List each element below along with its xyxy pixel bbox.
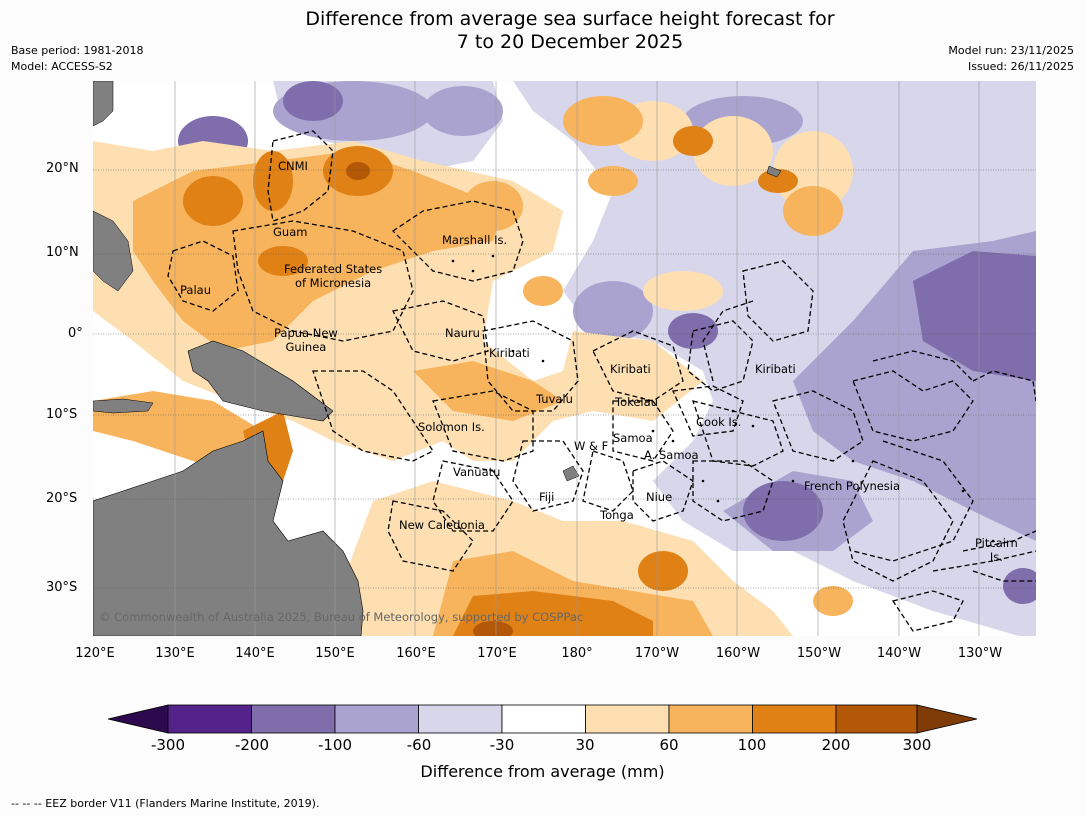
title-line-1: Difference from average sea surface heig… xyxy=(305,8,835,30)
graticule xyxy=(93,169,1036,589)
label-cook-is: Cook Is. xyxy=(696,415,742,429)
copyright-notice: © Commonwealth of Australia 2025, Bureau… xyxy=(99,610,584,624)
label-tokelau: Tokelau xyxy=(615,395,658,409)
model-run: Model run: 23/11/2025 xyxy=(948,44,1074,57)
lon-label-160w: 160°W xyxy=(715,646,761,661)
label-pitcairn-line2: Is. xyxy=(989,550,1003,564)
meta-left: Base period: 1981-2018 Model: ACCESS-S2 xyxy=(11,43,143,75)
lat-label-10s: 10°S xyxy=(46,407,78,422)
lat-label-10n: 10°N xyxy=(46,245,79,260)
lat-label-20s: 20°S xyxy=(46,491,78,506)
colorbar-tick: -30 xyxy=(489,736,515,754)
label-fsm-line1: Federated States xyxy=(284,262,383,276)
colorbar-tick: 200 xyxy=(821,736,851,754)
land-new-guinea xyxy=(187,340,334,422)
colorbar-extend-high xyxy=(916,704,978,734)
eez-footnote: -- -- -- EEZ border V11 (Flanders Marine… xyxy=(11,797,320,810)
lon-label-180: 180° xyxy=(561,646,593,661)
base-period: Base period: 1981-2018 xyxy=(11,44,144,57)
land-asia xyxy=(93,81,114,127)
colorbar-tick: 100 xyxy=(737,736,767,754)
lon-label-170w: 170°W xyxy=(634,646,680,661)
label-fiji: Fiji xyxy=(539,490,555,504)
colorbar-tick: -60 xyxy=(406,736,432,754)
label-french-polynesia: French Polynesia xyxy=(804,479,901,493)
label-nauru: Nauru xyxy=(445,326,480,340)
label-png-line1: Papua New xyxy=(274,326,338,340)
colorbar-label: Difference from average (mm) xyxy=(420,762,665,781)
lon-label-160e: 160°E xyxy=(396,646,436,661)
land-fiji xyxy=(562,465,580,482)
label-cnmi: CNMI xyxy=(278,159,308,173)
label-png: Papua New Guinea xyxy=(274,326,338,354)
colorbar xyxy=(108,704,978,734)
issued-date: Issued: 26/11/2025 xyxy=(967,60,1074,73)
label-guam: Guam xyxy=(273,225,308,239)
label-marshall-is: Marshall Is. xyxy=(442,233,508,247)
colorbar-tick: 30 xyxy=(575,736,595,754)
label-niue: Niue xyxy=(646,490,673,504)
land-hawaii xyxy=(766,165,782,178)
colorbar-segment-7 xyxy=(668,704,753,734)
land-philippines xyxy=(93,210,134,292)
label-solomon-is: Solomon Is. xyxy=(418,420,485,434)
label-vanuatu: Vanuatu xyxy=(453,465,501,479)
lon-label-170e: 170°E xyxy=(477,646,517,661)
colorbar-tick: -200 xyxy=(234,736,270,754)
map-canvas xyxy=(93,81,1036,636)
colorbar-segment-5 xyxy=(501,704,586,734)
label-new-caledonia: New Caledonia xyxy=(399,518,485,532)
label-fsm: Federated States of Micronesia xyxy=(284,262,382,290)
colorbar-segment-2 xyxy=(251,704,336,734)
island-markers xyxy=(451,254,995,543)
sea-height-map[interactable]: CNMI Guam Marshall Is. Palau Federated S… xyxy=(93,81,1036,636)
label-samoa: Samoa xyxy=(613,431,653,445)
colorbar-extend-low xyxy=(108,704,169,734)
lon-label-120e: 120°E xyxy=(75,646,115,661)
label-american-samoa: A. Samoa xyxy=(644,448,699,462)
colorbar-segment-6 xyxy=(585,704,670,734)
colorbar-segment-9 xyxy=(835,704,918,734)
lon-label-130e: 130°E xyxy=(155,646,195,661)
chart-title: Difference from average sea surface heig… xyxy=(0,8,1085,54)
label-pitcairn: Pitcairn Is. xyxy=(975,536,1018,564)
lon-label-140e: 140°E xyxy=(235,646,275,661)
label-tuvalu: Tuvalu xyxy=(536,392,573,406)
label-palau: Palau xyxy=(180,283,211,297)
colorbar-segment-3 xyxy=(334,704,419,734)
label-kiribati-east: Kiribati xyxy=(755,362,796,376)
lon-label-140w: 140°W xyxy=(876,646,922,661)
lat-label-30s: 30°S xyxy=(46,580,78,595)
label-fsm-line2: of Micronesia xyxy=(294,276,372,290)
anomaly-band-pos200 xyxy=(346,162,513,636)
colorbar-tick: 300 xyxy=(902,736,932,754)
colorbar-segment-1 xyxy=(167,704,252,734)
lat-label-0: 0° xyxy=(68,326,83,341)
label-kiribati-central: Kiribati xyxy=(610,362,651,376)
lon-label-150w: 150°W xyxy=(796,646,842,661)
label-tonga: Tonga xyxy=(600,508,634,522)
colorbar-segment-4 xyxy=(418,704,503,734)
label-pitcairn-line1: Pitcairn xyxy=(975,536,1018,550)
model-name: Model: ACCESS-S2 xyxy=(11,60,113,73)
land-indonesia xyxy=(93,398,154,414)
lon-label-150e: 150°E xyxy=(315,646,355,661)
label-kiribati-west: Kiribati xyxy=(489,346,530,360)
title-line-2: 7 to 20 December 2025 xyxy=(456,31,684,53)
meridians xyxy=(174,81,980,636)
colorbar-segment-8 xyxy=(752,704,837,734)
colorbar-tick: -300 xyxy=(150,736,186,754)
colorbar-tick: 60 xyxy=(659,736,679,754)
land-australia xyxy=(93,430,364,636)
lon-label-130w: 130°W xyxy=(957,646,1003,661)
label-png-line2: Guinea xyxy=(285,340,327,354)
eez-borders xyxy=(167,130,1036,632)
lat-label-20n: 20°N xyxy=(46,161,79,176)
colorbar-tick: -100 xyxy=(317,736,353,754)
label-wallis-futuna: W & F xyxy=(574,439,609,453)
meta-right: Model run: 23/11/2025 Issued: 26/11/2025 xyxy=(948,43,1074,75)
